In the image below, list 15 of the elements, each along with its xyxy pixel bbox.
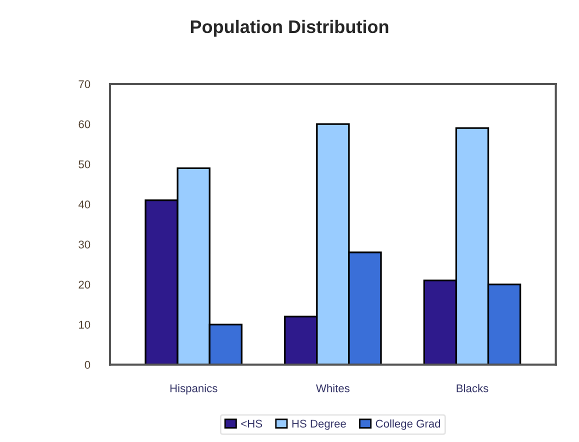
x-tick-label: Whites <box>316 384 350 392</box>
x-tick-label: Hispanics <box>170 384 218 394</box>
chart-title: Population Distribution <box>190 20 388 37</box>
y-tick-label: 40 <box>78 200 90 208</box>
legend-label: HS Degree <box>292 420 346 430</box>
legend-label: College Grad <box>376 419 440 430</box>
y-tick-label: 60 <box>78 120 90 128</box>
y-tick-label: 50 <box>78 160 90 168</box>
y-tick-label: 20 <box>78 280 90 289</box>
x-tick-label: Blacks <box>456 384 488 392</box>
y-tick-label: 0 <box>84 360 90 369</box>
y-tick-label: 30 <box>78 240 90 248</box>
legend-label: <HS <box>241 420 262 428</box>
y-tick-label: 70 <box>78 80 90 88</box>
y-tick-label: 10 <box>79 320 90 329</box>
